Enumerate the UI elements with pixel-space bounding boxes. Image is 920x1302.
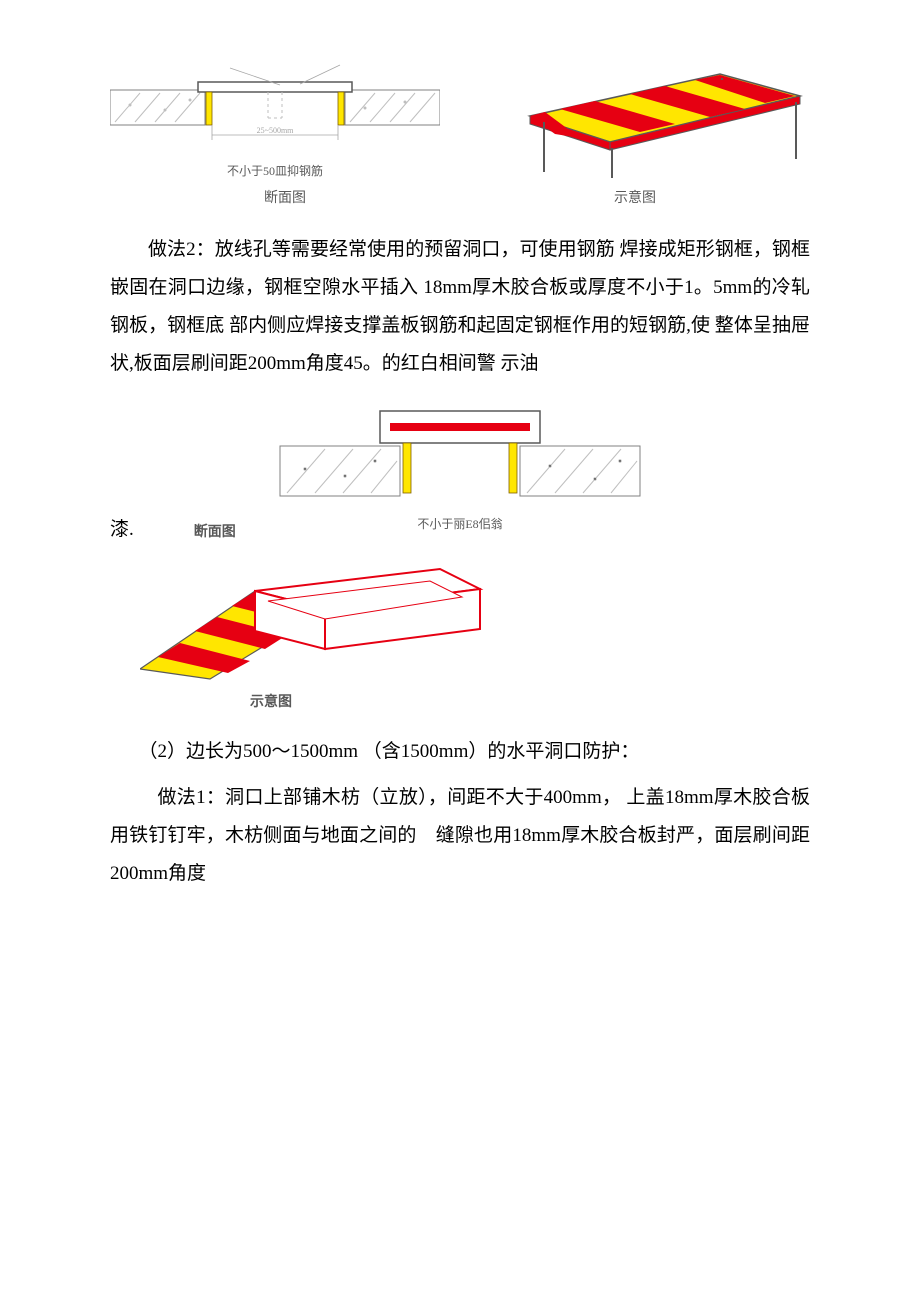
- section-view-2: [275, 391, 645, 511]
- caption-section-2: 断面图: [194, 521, 236, 541]
- caption-drawer: 示意图: [250, 691, 292, 711]
- document-page: 25~500mm 不小于50皿抑钢筋: [0, 0, 920, 981]
- paragraph-method-1: 做法1：洞口上部铺木枋（立放），间距不大于400mm， 上盖18mm厚木胶合板用…: [110, 779, 810, 893]
- lacquer-text: 漆.: [110, 514, 134, 541]
- figure-drawer-block: 示意图: [140, 551, 810, 733]
- figure-3d-table: [500, 64, 810, 179]
- figure-section-2-block: 不小于丽E8佀翁: [110, 391, 810, 532]
- caption-row-1: 断面图 示意图: [110, 187, 810, 207]
- figure-row-1: 25~500mm 不小于50皿抑钢筋: [110, 60, 810, 179]
- caption-3d-1: 示意图: [460, 187, 810, 207]
- dim-label: 25~500mm: [257, 126, 295, 135]
- section-view-1: 25~500mm: [110, 60, 440, 160]
- caption-section-1: 断面图: [110, 187, 460, 207]
- drawer-3d-icon: [140, 551, 500, 681]
- figure-section-1: 25~500mm 不小于50皿抑钢筋: [110, 60, 440, 179]
- rebar-note-2: 不小于丽E8佀翁: [417, 515, 502, 532]
- rebar-note-1: 不小于50皿抑钢筋: [227, 162, 323, 179]
- paragraph-item-2: （2）边长为500〜1500mm （含1500mm）的水平洞口防护：: [110, 733, 810, 771]
- table-3d-icon: [500, 64, 810, 179]
- paragraph-method-2: 做法2：放线孔等需要经常使用的预留洞口，可使用钢筋 焊接成矩形钢框，钢框嵌固在洞…: [110, 231, 810, 383]
